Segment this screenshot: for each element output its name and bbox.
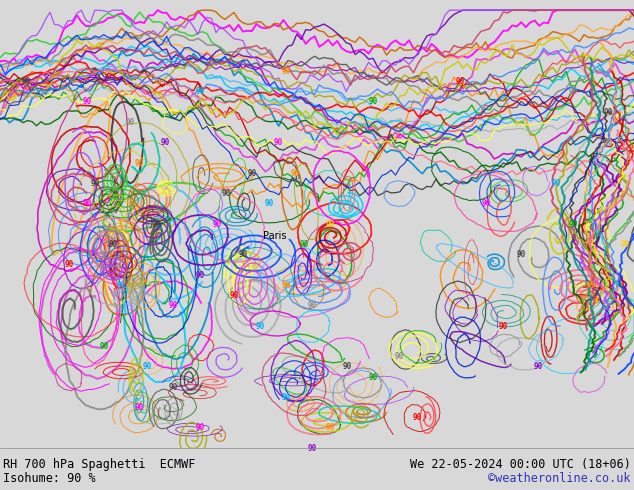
Text: 90: 90: [412, 413, 422, 422]
Text: 90: 90: [604, 138, 612, 147]
Text: 90: 90: [100, 342, 109, 351]
Text: 90: 90: [247, 169, 257, 178]
Text: 90: 90: [212, 220, 222, 229]
Text: 90: 90: [343, 362, 352, 371]
Text: 90: 90: [91, 179, 100, 188]
Text: 90: 90: [65, 260, 74, 270]
Text: 90: 90: [134, 403, 143, 412]
Text: 90: 90: [273, 138, 283, 147]
Text: 90: 90: [482, 199, 491, 208]
Text: 90: 90: [152, 220, 161, 229]
Text: 90: 90: [551, 179, 560, 188]
Text: 90: 90: [325, 220, 335, 229]
Text: 90: 90: [126, 118, 135, 127]
Text: 90: 90: [238, 250, 248, 259]
Text: We 22-05-2024 00:00 UTC (18+06): We 22-05-2024 00:00 UTC (18+06): [410, 458, 631, 470]
Text: 90: 90: [221, 189, 230, 198]
Text: 90: 90: [282, 281, 291, 290]
Text: 90: 90: [499, 321, 508, 331]
Text: 90: 90: [169, 301, 178, 310]
Text: RH 700 hPa Spaghetti  ECMWF: RH 700 hPa Spaghetti ECMWF: [3, 458, 195, 470]
Text: 90: 90: [282, 67, 291, 76]
Text: 90: 90: [395, 352, 404, 361]
Text: 90: 90: [299, 240, 309, 249]
Text: 90: 90: [195, 423, 204, 433]
Text: 90: 90: [256, 321, 265, 331]
Text: 90: 90: [369, 372, 378, 382]
Text: ©weatheronline.co.uk: ©weatheronline.co.uk: [488, 472, 631, 485]
Text: 90: 90: [308, 301, 317, 310]
Text: 90: 90: [282, 393, 291, 402]
Text: 90: 90: [82, 98, 91, 106]
Text: 90: 90: [308, 444, 317, 453]
Text: 90: 90: [534, 362, 543, 371]
Text: 90: 90: [369, 98, 378, 106]
Text: 90: 90: [290, 169, 300, 178]
Text: 90: 90: [325, 423, 335, 433]
Text: 90: 90: [108, 240, 117, 249]
Text: 90: 90: [82, 199, 91, 208]
Text: Isohume: 90 %: Isohume: 90 %: [3, 472, 96, 485]
Text: 90: 90: [117, 281, 126, 290]
Text: 90: 90: [604, 108, 612, 117]
Text: 90: 90: [143, 362, 152, 371]
Text: 90: 90: [569, 220, 578, 229]
Text: 90: 90: [230, 291, 239, 300]
Text: 90: 90: [22, 77, 30, 86]
Text: Paris: Paris: [263, 231, 287, 241]
Text: 90: 90: [586, 281, 595, 290]
Text: 90: 90: [134, 159, 143, 168]
Text: 90: 90: [517, 250, 526, 259]
Text: 90: 90: [160, 138, 170, 147]
Text: 90: 90: [195, 270, 204, 280]
Text: 90: 90: [621, 240, 630, 249]
Text: 90: 90: [264, 199, 274, 208]
Text: 90: 90: [569, 87, 578, 96]
Text: 90: 90: [456, 77, 465, 86]
Text: 90: 90: [169, 383, 178, 392]
Text: 90: 90: [195, 87, 204, 96]
